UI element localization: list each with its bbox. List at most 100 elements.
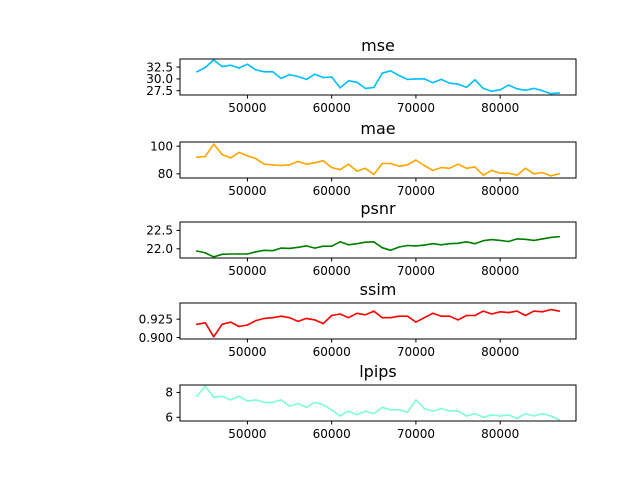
y-tick-label: 30.0 [146,72,173,86]
x-tick-label: 50000 [228,264,266,278]
panel-title: mae [360,119,395,138]
data-point [221,253,223,256]
data-point [263,163,266,165]
x-tick-label: 50000 [228,101,266,115]
data-point [381,406,384,409]
data-point [474,79,476,81]
data-point [432,312,434,315]
panel-mse: mse 50000 60000 70000 80000 27.530.032.5 [146,36,577,115]
data-point [549,308,552,311]
data-point [507,414,510,416]
data-point [524,314,527,317]
data-point [288,73,291,76]
data-point [364,241,367,243]
data-point [457,319,459,321]
x-tick-label: 50000 [228,427,266,441]
data-point [533,310,535,312]
data-point [297,160,299,163]
data-point [499,311,502,313]
data-point [373,310,375,312]
data-point [499,415,502,417]
data-point [339,87,341,89]
x-tick-label: 80000 [481,345,519,359]
data-point [558,310,560,312]
data-point [263,249,266,252]
data-point [482,239,485,242]
data-point [330,166,333,169]
x-tick-label: 80000 [481,184,519,198]
data-point [465,415,468,417]
data-point [415,245,417,247]
data-point [297,75,299,78]
data-point [524,89,527,92]
data-point [322,404,325,406]
data-point [482,174,485,176]
data-point [271,401,274,404]
data-point [196,156,198,158]
data-point [229,64,232,66]
data-point [212,143,215,145]
data-point [229,399,232,401]
data-point [389,409,392,411]
data-point [221,153,223,156]
data-point [238,67,240,69]
data-point [381,246,384,249]
data-point [558,235,560,238]
data-point [246,63,249,65]
data-point [196,323,198,326]
data-point [271,164,274,166]
data-point [297,402,299,405]
data-point [356,312,358,315]
series-line-ssim [196,308,560,338]
data-point [246,400,249,402]
data-point [288,405,291,407]
data-point [297,320,299,323]
x-tick-label: 60000 [313,427,351,441]
data-point [448,242,451,245]
data-point [255,69,257,71]
data-point [322,245,325,247]
data-point [322,76,325,79]
data-point [204,155,207,158]
data-point [263,401,266,404]
data-point [305,78,308,81]
axes-frame [179,141,577,179]
x-tick-label: 70000 [397,264,435,278]
data-point [288,316,291,319]
data-point [347,80,350,82]
axes-frame [179,58,577,96]
data-point [347,163,350,165]
data-point [204,252,207,254]
panel-psnr: psnr 50000 60000 70000 80000 22.0 22.5 [146,199,577,278]
data-point [457,83,459,85]
data-point [549,415,552,417]
data-point [507,240,510,243]
data-point [288,164,291,166]
y-tick-label: 8 [165,386,173,400]
data-point [499,239,502,242]
data-point [271,249,274,252]
data-point [255,157,257,160]
data-point [271,316,274,319]
data-point [356,414,358,416]
data-point [482,87,485,90]
axes-frame [179,384,577,422]
data-point [271,71,274,73]
data-point [490,238,493,241]
x-tick-label: 50000 [228,184,266,198]
data-point [465,167,468,170]
data-point [280,164,282,167]
data-point [474,412,476,415]
data-point [432,81,434,84]
x-tick-label: 70000 [397,427,435,441]
data-point [204,66,207,69]
panel-lpips: lpips 50000 60000 70000 80000 6 8 [165,362,577,441]
data-point [398,74,400,77]
data-point [533,239,535,242]
data-point [474,242,476,245]
data-point [507,172,510,174]
data-point [499,172,502,174]
panel-mae: mae 50000 60000 70000 80000 80 100 [150,119,577,198]
data-point [432,169,434,172]
